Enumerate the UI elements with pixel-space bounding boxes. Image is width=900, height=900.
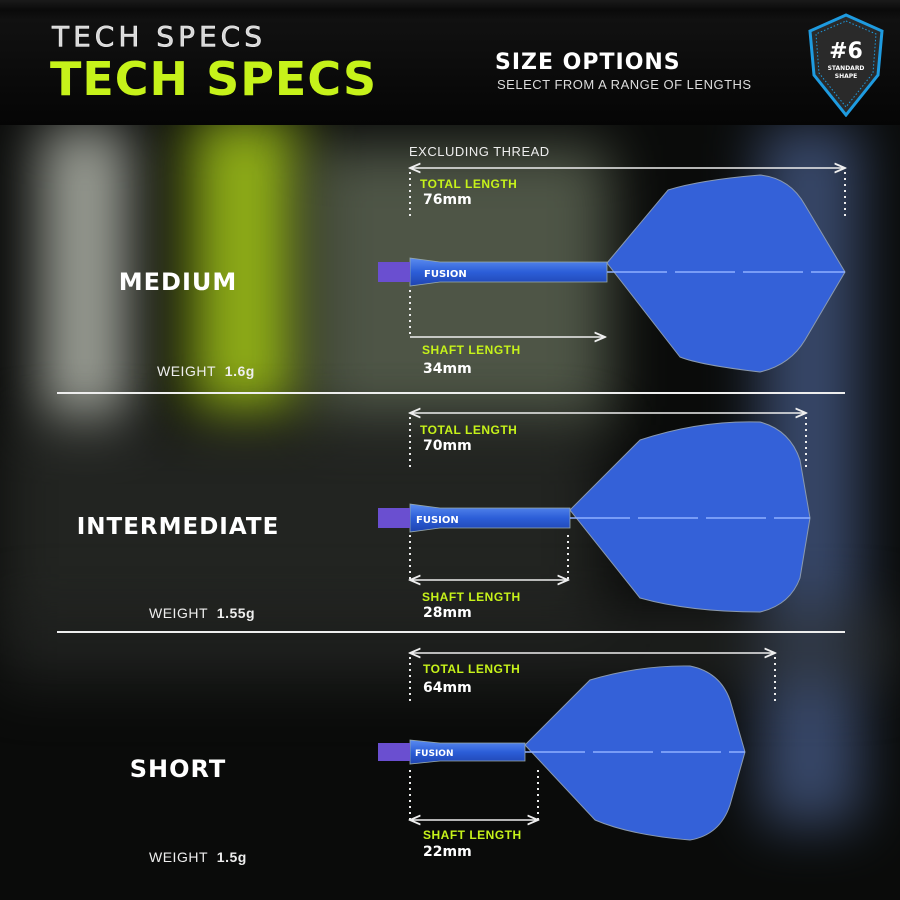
total-length-value: 64mm (423, 680, 472, 696)
weight-label: WEIGHT (157, 363, 216, 379)
shaft-length-value: 34mm (423, 361, 472, 377)
weight-intermediate: WEIGHT 1.55g (149, 605, 255, 621)
excluding-thread-note: EXCLUDING THREAD (409, 144, 550, 159)
shaft-brand: FUSION (415, 749, 453, 759)
weight-label: WEIGHT (149, 849, 208, 865)
shaft-length-label: SHAFT LENGTH (422, 343, 521, 357)
header: TECH SPECS TECH SPECS SIZE OPTIONS SELEC… (0, 0, 900, 125)
dart-medium: FUSION (378, 168, 845, 373)
shaft-length-label: SHAFT LENGTH (423, 828, 522, 842)
weight-value: 1.5g (216, 849, 247, 865)
weight-short: WEIGHT 1.5g (149, 849, 247, 865)
total-length-label: TOTAL LENGTH (423, 662, 521, 676)
weight-value: 1.55g (216, 605, 256, 621)
shaft-length-label: SHAFT LENGTH (422, 590, 521, 604)
page-title: TECH SPECS (50, 52, 378, 106)
badge-number: #6 (829, 39, 863, 64)
size-name-short: SHORT (129, 755, 227, 783)
badge-line2: SHAPE (835, 73, 857, 80)
total-length-label: TOTAL LENGTH (420, 423, 518, 437)
shaft-brand: FUSION (416, 515, 459, 526)
weight-medium: WEIGHT 1.6g (157, 363, 255, 379)
weight-value: 1.6g (224, 363, 255, 379)
size-name-medium: MEDIUM (118, 268, 238, 296)
badge-line1: STANDARD (828, 65, 865, 72)
shaft-length-value: 22mm (423, 844, 472, 860)
shape-badge-icon: #6 STANDARD SHAPE (808, 13, 884, 117)
total-length-value: 76mm (423, 192, 472, 208)
total-length-value: 70mm (423, 438, 472, 454)
shaft-length-value: 28mm (423, 605, 472, 621)
divider (57, 392, 845, 394)
title-ghost: TECH SPECS (52, 20, 266, 54)
size-options-caption: SELECT FROM A RANGE OF LENGTHS (497, 77, 752, 92)
total-length-label: TOTAL LENGTH (420, 177, 518, 191)
dart-intermediate: FUSION (378, 413, 811, 613)
size-name-intermediate: INTERMEDIATE (76, 514, 280, 540)
divider (57, 631, 845, 633)
size-options-heading: SIZE OPTIONS (495, 50, 681, 75)
dart-short: FUSION (378, 653, 775, 841)
shaft-brand: FUSION (424, 269, 467, 280)
weight-label: WEIGHT (149, 605, 208, 621)
